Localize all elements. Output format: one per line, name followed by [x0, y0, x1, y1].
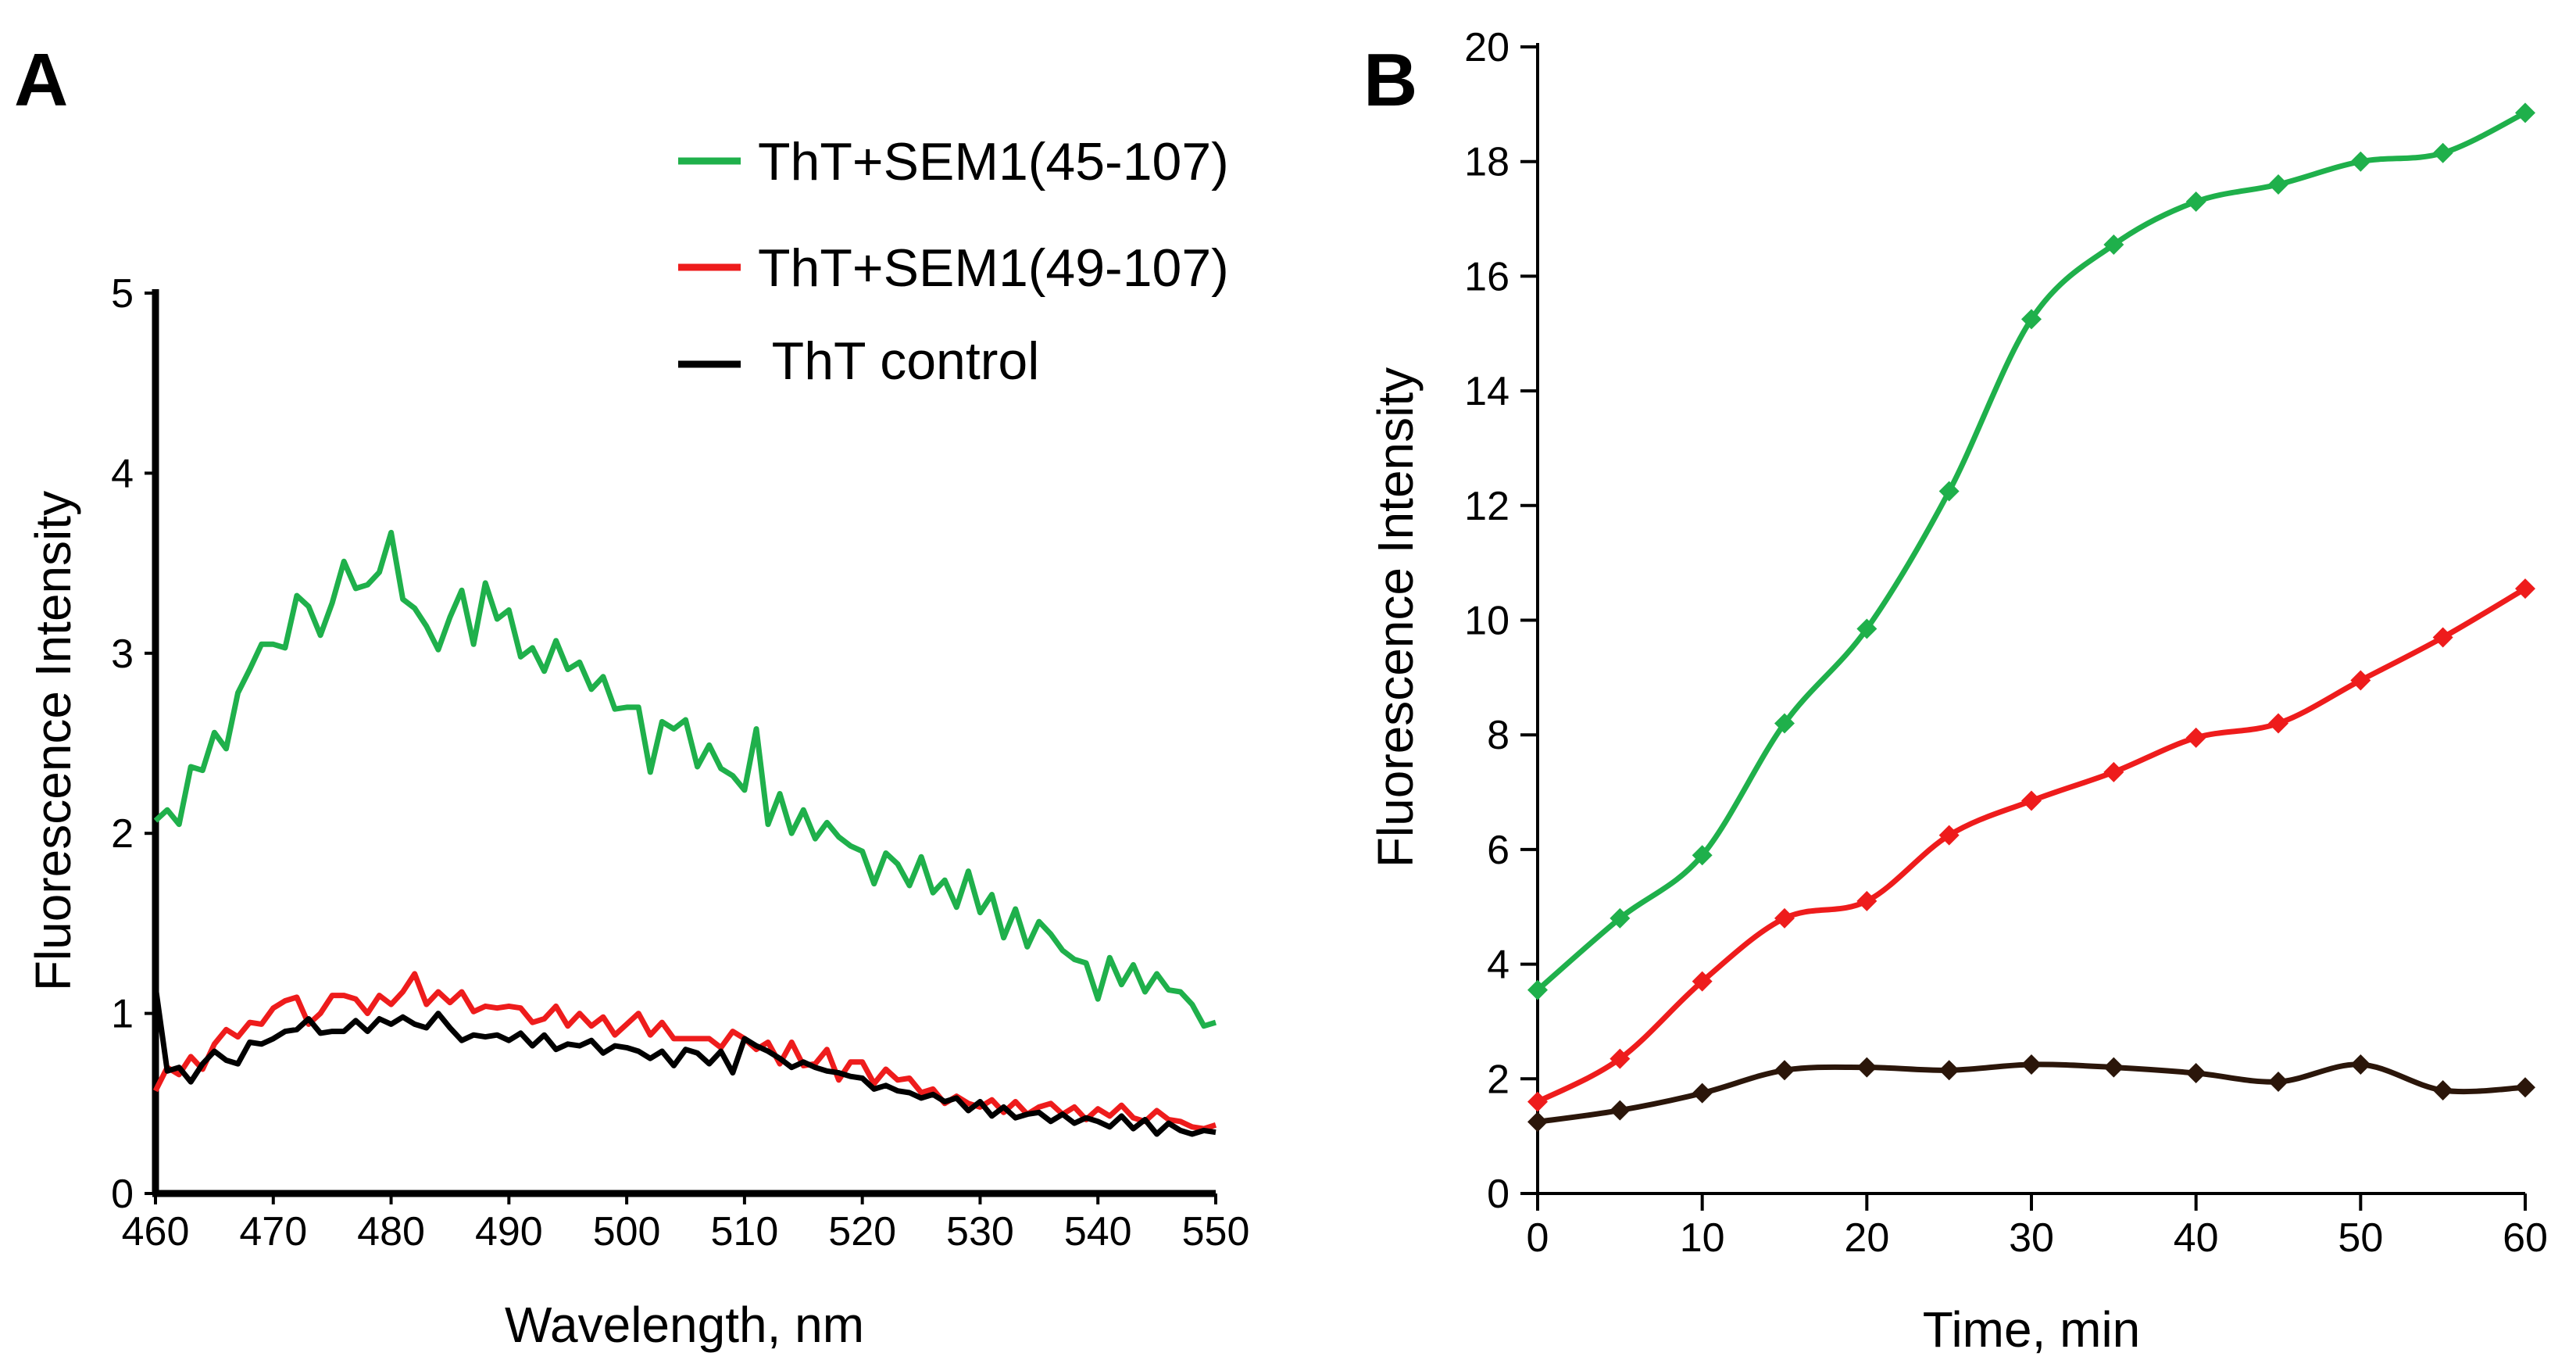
- panel-a-x-tick-label: 550: [1182, 1209, 1250, 1254]
- panel-b-y-tick-label: 2: [1487, 1057, 1510, 1102]
- panel-b-label: B: [1363, 38, 1417, 122]
- legend-item-tht-control: ThT control: [678, 331, 1039, 391]
- panel-b-x-tick-label: 30: [2009, 1215, 2054, 1261]
- panel-b-series-tht-control-point: [1774, 1060, 1795, 1081]
- panel-b-y-tick-label: 20: [1464, 25, 1510, 70]
- panel-b-y-axis-label: Fluorescence Intensity: [1367, 367, 1424, 868]
- panel-b-series-tht-sem1-45-107-point: [1692, 845, 1713, 866]
- panel-b-series-tht-sem1-49-107-point: [2268, 713, 2288, 734]
- legend-label-sem1-49-107: ThT+SEM1(49-107): [758, 238, 1229, 298]
- panel-b-series-tht-sem1-49-107-point: [1692, 971, 1713, 992]
- panel-b-y-tick-label: 14: [1464, 369, 1510, 414]
- panel-b-series-tht-sem1-49-107-point: [2432, 627, 2453, 648]
- panel-b-series-tht-control-point: [1938, 1060, 1960, 1081]
- panel-a-x-tick-label: 530: [946, 1209, 1014, 1254]
- panel-b-series-tht-control-point: [2515, 1077, 2535, 1098]
- panel-b-series-tht-control-point: [2268, 1071, 2288, 1092]
- panel-b-series-tht-control-point: [2350, 1054, 2371, 1075]
- panel-b-series-tht-sem1-49-107-point: [1938, 825, 1960, 846]
- panel-b-series-tht-sem1-45-107-point: [2021, 309, 2042, 330]
- panel-a-x-tick-label: 460: [122, 1209, 190, 1254]
- panel-b-x-tick-label: 40: [2174, 1215, 2219, 1261]
- panel-b-series-tht-sem1-49-107-point: [2515, 578, 2535, 599]
- panel-a-y-tick-label: 3: [111, 632, 134, 677]
- panel-b-y-tick-label: 6: [1487, 828, 1510, 873]
- panel-b-x-tick-label: 60: [2503, 1215, 2548, 1261]
- panel-b-y-tick-label: 8: [1487, 713, 1510, 758]
- panel-b-series-tht-sem1-45-107-point: [2350, 151, 2371, 172]
- panel-b-series-tht-control-point: [1856, 1057, 1878, 1078]
- panel-b-series-tht-sem1-45-107-point: [2185, 191, 2206, 213]
- panel-b-series-tht-sem1-49-107-point: [1856, 890, 1878, 911]
- legend: ThT+SEM1(45-107) ThT+SEM1(49-107) ThT co…: [678, 132, 1229, 391]
- legend-item-sem1-45-107: ThT+SEM1(45-107): [678, 132, 1229, 191]
- panel-a-series-tht-sem1-49-107-line: [152, 971, 1217, 1132]
- panel-b-series-tht-control-point: [1527, 1111, 1548, 1133]
- panel-b-x-tick-label: 50: [2338, 1215, 2383, 1261]
- panel-a-y-tick-label: 1: [111, 992, 134, 1037]
- panel-b-x-axis-label: Time, min: [1923, 1301, 2141, 1358]
- panel-b-y-tick-label: 4: [1487, 943, 1510, 988]
- panel-b-series-tht-sem1-45-107-point: [1610, 907, 1631, 929]
- panel-b-series-tht-control-point: [1610, 1100, 1631, 1121]
- panel-b-series-tht-sem1-49-107-point: [1610, 1048, 1631, 1069]
- panel-b-series-tht-control-point: [2185, 1062, 2206, 1083]
- panel-b-series-tht-control-point: [2103, 1057, 2124, 1078]
- panel-a-x-tick-label: 470: [239, 1209, 307, 1254]
- panel-b-x-tick-label: 0: [1527, 1215, 1549, 1261]
- panel-a-x-tick-label: 510: [711, 1209, 779, 1254]
- panel-a-y-axis-label: Fluorescence Intensity: [25, 491, 81, 991]
- legend-label-sem1-45-107: ThT+SEM1(45-107): [758, 132, 1229, 191]
- panel-a-x-tick-label: 540: [1064, 1209, 1132, 1254]
- panel-b-series-tht-sem1-45-107-point: [1856, 618, 1878, 639]
- panel-a-y-tick-label: 4: [111, 451, 134, 496]
- panel-b-series-tht-sem1-49-107-point: [2021, 790, 2042, 811]
- panel-a-y-tick-label: 5: [111, 271, 134, 317]
- panel-a-x-tick-label: 500: [593, 1209, 661, 1254]
- panel-b-series-tht-sem1-45-107-point: [2103, 234, 2124, 256]
- panel-b-y-tick-label: 10: [1464, 599, 1510, 644]
- panel-b-series-tht-sem1-49-107-point: [1527, 1091, 1548, 1112]
- panel-a-x-tick-label: 520: [828, 1209, 896, 1254]
- panel-b-x-tick-label: 20: [1844, 1215, 1889, 1261]
- panel-a-label: A: [14, 38, 68, 122]
- panel-b-y-tick-label: 12: [1464, 484, 1510, 529]
- panel-b-series-tht-sem1-49-107-point: [2103, 761, 2124, 782]
- panel-a-x-tick-label: 490: [475, 1209, 543, 1254]
- panel-b-x-tick-label: 10: [1680, 1215, 1725, 1261]
- panel-a-x-tick-label: 480: [357, 1209, 425, 1254]
- panel-b-series-tht-sem1-49-107-point: [1774, 907, 1795, 929]
- legend-item-sem1-49-107: ThT+SEM1(49-107): [678, 238, 1229, 298]
- panel-b-y-tick-label: 18: [1464, 140, 1510, 185]
- panel-b-series-tht-control-point: [2432, 1079, 2453, 1100]
- panel-b-series-tht-sem1-45-107-point: [1938, 481, 1960, 502]
- legend-label-tht-control: ThT control: [758, 331, 1039, 391]
- panel-b-y-tick-label: 16: [1464, 254, 1510, 299]
- panel-b-series-tht-sem1-45-107-point: [2515, 102, 2535, 123]
- panel-b-series-tht-sem1-45-107-point: [2432, 142, 2453, 163]
- panel-b-series-tht-sem1-45-107-line: [1535, 110, 2527, 993]
- panel-b-series-tht-sem1-45-107-point: [1774, 713, 1795, 734]
- panel-b-series-tht-sem1-45-107-point: [2268, 174, 2288, 195]
- panel-b-series-tht-sem1-49-107-line: [1536, 586, 2527, 1104]
- panel-a-series-tht-control-line: [152, 986, 1217, 1137]
- panel-b-series-tht-sem1-45-107-point: [1527, 979, 1548, 1000]
- panel-a-x-axis-label: Wavelength, nm: [505, 1297, 864, 1353]
- panel-b-series-tht-control-point: [1692, 1083, 1713, 1104]
- panel-a-y-tick-label: 2: [111, 811, 134, 857]
- panel-b-series-tht-control-point: [2021, 1054, 2042, 1075]
- panel-b-series-tht-sem1-49-107-point: [2350, 670, 2371, 691]
- panel-a-y-tick-label: 0: [111, 1172, 134, 1217]
- panel-b-series-tht-sem1-49-107-point: [2185, 727, 2206, 748]
- panel-b-y-tick-label: 0: [1487, 1172, 1510, 1217]
- panel-b-chart: B 0 2 4 6 8 10 12 14 16 18 20 0 10 20 30 40 50 60 Time, …: [1363, 25, 2548, 1358]
- panel-a-series-tht-sem1-45-107-line: [153, 529, 1217, 1029]
